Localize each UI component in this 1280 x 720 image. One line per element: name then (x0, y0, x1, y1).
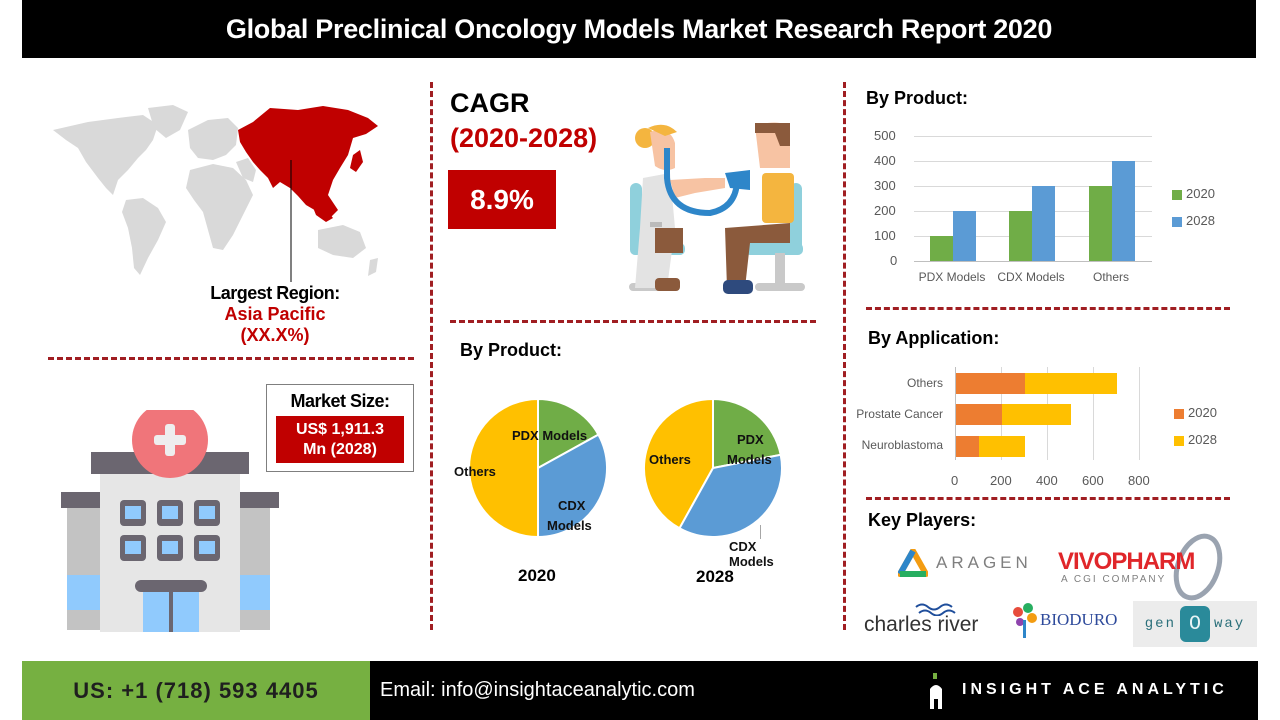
logo-bioduro: BIODURO (1010, 600, 1125, 642)
pie-2028-label-others: Others (649, 452, 691, 467)
legend-2020: 2020 (1174, 405, 1217, 420)
world-map-icon (48, 100, 393, 285)
logo-genoway: gen O way (1133, 601, 1257, 647)
cagr-value: 8.9% (448, 170, 556, 229)
largest-region-name: Asia Pacific (224, 304, 326, 324)
bar-neuroblastoma-2020 (956, 436, 979, 457)
bar-pdx-2020 (930, 236, 953, 261)
legend-2028: 2028 (1174, 432, 1217, 447)
pie-2028-leader-line (760, 525, 761, 539)
y-tick: 300 (874, 178, 896, 193)
pie-section-title: By Product: (460, 340, 563, 360)
largest-region-share: (XX.X%) (240, 325, 310, 345)
pie-2028-label-pdx-2: Models (727, 452, 772, 467)
product-bar-chart: 500 400 300 200 100 0 PDX Models CDX Mod… (862, 128, 1242, 298)
market-size-value: US$ 1,911.3 Mn (2028) (276, 416, 404, 463)
section-divider-region (48, 357, 414, 360)
x-tick: 200 (990, 473, 1012, 488)
market-size-label: Market Size: (290, 391, 390, 411)
aragen-logo-icon (898, 549, 928, 577)
bar-others-2028 (1025, 373, 1117, 394)
bar-others-2020 (956, 373, 1025, 394)
largest-region-label: Largest Region: (210, 283, 340, 303)
pie-2020-label-cdx-1: CDX (558, 498, 586, 513)
footer-phone-bar: US: +1 (718) 593 4405 (22, 661, 370, 720)
largest-region-block: Largest Region: Asia Pacific (XX.X%) (160, 283, 390, 346)
x-tick: 800 (1128, 473, 1150, 488)
market-size-card: Market Size: US$ 1,911.3 Mn (2028) (266, 384, 414, 472)
logo-charles-river: charles river (864, 600, 1004, 640)
bar-section-title: By Product: (866, 88, 969, 108)
pie-2028-label-cdx: CDX Models (729, 539, 774, 569)
x-tick: PDX Models (918, 270, 986, 284)
pie-chart-2028: PDX Models Others CDX Models (643, 397, 783, 569)
y-tick: 200 (874, 203, 896, 218)
pie-2028-year: 2028 (696, 567, 734, 586)
pie-2020-label-others: Others (454, 464, 496, 479)
pie-chart-2020: PDX Models Others CDX Models (454, 397, 609, 539)
footer-brand: INSIGHT ACE ANALYTIC (962, 681, 1228, 698)
column-divider-left (430, 82, 433, 630)
section-divider-application (866, 497, 1230, 500)
bar-prostate-2020 (956, 404, 1002, 425)
report-title: Global Preclinical Oncology Models Marke… (225, 13, 1053, 44)
market-size-value-amount: US$ 1,911.3 (295, 420, 385, 438)
y-category: Neuroblastoma (861, 438, 943, 452)
cagr-period: (2020-2028) (450, 123, 598, 153)
x-tick: CDX Models (997, 270, 1065, 284)
bar-pdx-2028 (953, 211, 976, 261)
y-tick: 400 (874, 153, 896, 168)
key-players-title: Key Players: (868, 510, 977, 530)
bar-prostate-2028 (1002, 404, 1071, 425)
application-section-title: By Application: (868, 328, 1000, 348)
market-size-value-year: Mn (2028) (303, 440, 377, 458)
pie-2020-year: 2020 (518, 566, 556, 585)
hospital-icon (55, 402, 285, 632)
pie-2020-label-pdx: PDX Models (512, 428, 588, 443)
legend-2020: 2020 (1172, 186, 1215, 201)
bar-cdx-2028 (1032, 186, 1055, 261)
y-tick: 100 (874, 228, 896, 243)
section-divider-product (866, 307, 1230, 310)
pie-2020-label-cdx-2: Models (547, 518, 592, 533)
bar-others-2020 (1089, 186, 1112, 261)
doctor-patient-icon (625, 118, 810, 300)
logo-vivopharm: VIVOPHARM A CGI COMPANY (1058, 532, 1228, 602)
bar-cdx-2020 (1009, 211, 1032, 261)
bar-neuroblastoma-2028 (979, 436, 1025, 457)
application-bar-chart: Others Prostate Cancer Neuroblastoma 0 2… (848, 365, 1248, 495)
x-tick: 400 (1036, 473, 1058, 488)
bar-others-2028 (1112, 161, 1135, 261)
x-tick: 0 (951, 473, 959, 488)
brand-logo-icon (928, 673, 944, 709)
pie-2028-label-pdx-1: PDX (737, 432, 764, 447)
x-tick: Others (1092, 270, 1129, 284)
logo-aragen: ARAGEN (898, 546, 1038, 580)
y-category: Others (906, 376, 943, 390)
footer-phone[interactable]: US: +1 (718) 593 4405 (73, 677, 319, 703)
column-divider-right (843, 82, 846, 630)
x-tick: 600 (1082, 473, 1104, 488)
cagr-label: CAGR (450, 88, 530, 118)
y-tick: 0 (890, 253, 898, 268)
y-category: Prostate Cancer (856, 407, 943, 421)
section-divider-cagr (450, 320, 816, 323)
footer-contact-bar: Email: info@insightaceanalytic.com INSIG… (370, 661, 1258, 720)
legend-2028: 2028 (1172, 213, 1215, 228)
y-tick: 500 (874, 128, 896, 143)
report-title-banner: Global Preclinical Oncology Models Marke… (22, 0, 1256, 58)
footer-email[interactable]: Email: info@insightaceanalytic.com (380, 679, 695, 701)
